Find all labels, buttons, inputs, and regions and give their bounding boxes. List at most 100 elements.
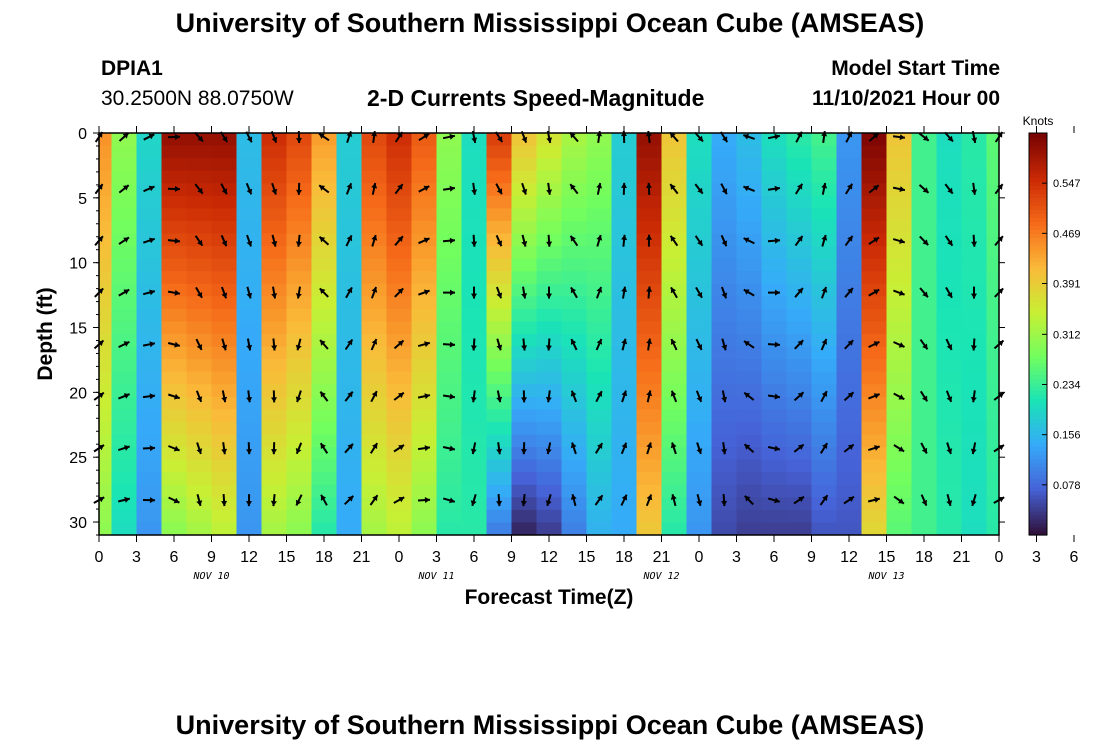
heat-cell: [911, 447, 938, 461]
heat-cell: [861, 271, 888, 285]
current-arrow: [195, 390, 203, 403]
heat-cell: [861, 509, 888, 524]
colorbar-segment: [1029, 293, 1047, 299]
heat-cell: [336, 308, 363, 323]
heat-cell: [236, 384, 263, 398]
heat-cell: [99, 195, 113, 210]
heat-cell: [736, 170, 763, 185]
current-arrow: [893, 341, 905, 348]
heat-cell: [811, 359, 838, 373]
heat-cell: [761, 321, 788, 335]
heat-cell: [186, 522, 213, 535]
heat-cell: [786, 308, 813, 323]
heat-cell: [161, 145, 188, 159]
heat-cell: [411, 220, 438, 235]
heat-cell: [761, 384, 788, 398]
heat-cell: [111, 384, 138, 398]
heat-cell: [386, 371, 413, 386]
current-arrow: [271, 442, 277, 455]
current-arrow: [620, 494, 628, 506]
heat-cell: [736, 472, 763, 486]
heat-cell: [286, 321, 313, 335]
heat-cell: [611, 246, 638, 260]
current-arrow: [345, 182, 353, 195]
heat-cell: [936, 522, 963, 535]
heat-cell: [986, 346, 999, 360]
heat-cell: [611, 472, 638, 486]
current-arrow: [821, 234, 828, 247]
heat-cell: [886, 271, 913, 285]
heat-cell: [186, 459, 213, 473]
heat-cell: [411, 497, 438, 511]
heat-cell: [511, 522, 538, 535]
current-arrow: [195, 338, 203, 351]
heat-cell: [461, 447, 488, 461]
heat-cell: [836, 497, 863, 511]
x-tick-label: 3: [132, 549, 141, 566]
heat-cell: [136, 447, 163, 461]
heat-cell: [411, 359, 438, 373]
heat-cell: [311, 409, 338, 423]
current-arrow: [546, 182, 553, 195]
heat-cell: [636, 208, 663, 222]
heat-cell: [261, 409, 288, 423]
heat-cell: [211, 271, 238, 285]
current-arrow: [646, 390, 653, 403]
heat-cell: [586, 396, 613, 411]
colorbar-segment: [1029, 510, 1047, 516]
heat-cell: [936, 246, 963, 260]
heat-cell: [886, 522, 913, 535]
heat-cell: [136, 409, 163, 423]
heat-cell: [786, 371, 813, 386]
heat-cell: [99, 371, 113, 386]
heat-cell: [461, 434, 488, 448]
heat-cell: [386, 497, 413, 511]
heat-cell: [686, 220, 713, 235]
colorbar-segment: [1029, 141, 1047, 146]
heat-cell: [586, 258, 613, 272]
colorbar-tick-label: 0.391: [1053, 279, 1081, 291]
heat-cell: [211, 472, 238, 486]
colorbar-segment: [1029, 438, 1047, 444]
current-arrow: [118, 236, 130, 245]
heat-cell: [661, 208, 688, 222]
heat-cell: [886, 409, 913, 423]
current-arrow: [893, 392, 905, 401]
heat-cell: [261, 434, 288, 448]
heat-cell: [936, 296, 963, 310]
heat-cell: [611, 258, 638, 272]
heat-cell: [661, 258, 688, 272]
heat-cell: [211, 434, 238, 448]
heat-cell: [161, 246, 188, 260]
heat-cell: [136, 283, 163, 298]
colorbar-segment: [1029, 518, 1047, 524]
heat-cell: [99, 208, 113, 222]
heat-cell: [161, 447, 188, 461]
heat-cell: [586, 434, 613, 448]
current-arrow: [767, 237, 781, 244]
x-tick-label: 15: [278, 549, 296, 566]
current-arrow: [645, 494, 653, 507]
heat-cell: [761, 509, 788, 524]
heat-cell: [961, 359, 988, 373]
heat-cell: [361, 271, 388, 285]
heat-cell: [811, 459, 838, 473]
heat-cell: [99, 447, 113, 461]
current-arrow: [892, 186, 906, 192]
heat-cell: [636, 409, 663, 423]
heat-cell: [811, 271, 838, 285]
heat-cell: [861, 208, 888, 222]
heat-cell: [461, 208, 488, 222]
heat-cell: [286, 359, 313, 373]
heat-cell: [536, 220, 563, 235]
heat-cell: [286, 246, 313, 260]
heat-cell: [411, 334, 438, 348]
heat-cell: [111, 346, 138, 360]
heat-cell: [811, 371, 838, 386]
heat-cell: [211, 396, 238, 411]
current-arrow: [520, 494, 527, 507]
heat-cell: [611, 384, 638, 398]
heat-cell: [361, 321, 388, 335]
heat-cell: [211, 220, 238, 235]
heat-cell: [636, 371, 663, 386]
